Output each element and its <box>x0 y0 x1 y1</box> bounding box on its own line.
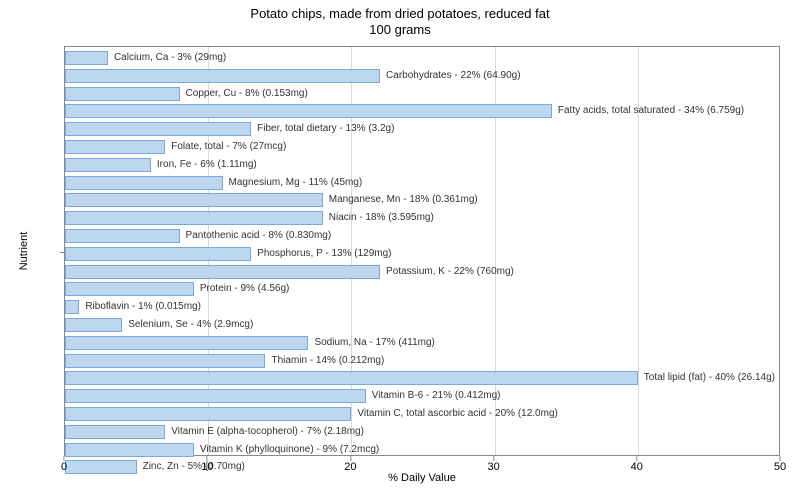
nutrient-bar-label: Carbohydrates - 22% (64.90g) <box>386 70 521 81</box>
nutrient-bar <box>65 318 122 332</box>
nutrient-bar <box>65 300 79 314</box>
nutrient-bar-label: Folate, total - 7% (27mcg) <box>171 141 286 152</box>
nutrient-bar-label: Calcium, Ca - 3% (29mg) <box>114 52 226 63</box>
nutrient-bar <box>65 354 265 368</box>
nutrient-bar-label: Magnesium, Mg - 11% (45mg) <box>229 177 363 188</box>
nutrient-bar-label: Niacin - 18% (3.595mg) <box>329 212 434 223</box>
x-tick-label: 30 <box>487 461 499 473</box>
chart-title-line2: 100 grams <box>0 22 800 38</box>
nutrition-chart: Potato chips, made from dried potatoes, … <box>0 0 800 500</box>
nutrient-bar <box>65 425 165 439</box>
nutrient-bar <box>65 69 380 83</box>
plot-area: Calcium, Ca - 3% (29mg) Carbohydrates - 2… <box>64 46 780 456</box>
nutrient-bar-label: Fatty acids, total saturated - 34% (6.75… <box>558 105 744 116</box>
nutrient-bar <box>65 211 323 225</box>
x-tick-label: 50 <box>774 461 786 473</box>
nutrient-bar <box>65 389 366 403</box>
nutrient-bar <box>65 87 180 101</box>
nutrient-bar <box>65 460 137 474</box>
nutrient-bar-label: Vitamin C, total ascorbic acid - 20% (12… <box>357 408 557 419</box>
nutrient-bar <box>65 443 194 457</box>
nutrient-bar <box>65 229 180 243</box>
x-tick: 50 <box>774 461 786 473</box>
x-tick-label: 20 <box>344 461 356 473</box>
x-tick: 30 <box>487 461 499 473</box>
x-axis-label: % Daily Value <box>388 472 456 484</box>
nutrient-bar <box>65 122 251 136</box>
nutrient-bar-label: Phosphorus, P - 13% (129mg) <box>257 248 391 259</box>
x-tick: 40 <box>631 461 643 473</box>
nutrient-bar <box>65 51 108 65</box>
gridline <box>638 47 639 455</box>
nutrient-bar-label: Vitamin B-6 - 21% (0.412mg) <box>372 390 501 401</box>
nutrient-bar-label: Sodium, Na - 17% (411mg) <box>314 337 434 348</box>
nutrient-bar-label: Selenium, Se - 4% (2.9mcg) <box>128 319 253 330</box>
nutrient-bar <box>65 371 638 385</box>
x-tick-label: 40 <box>631 461 643 473</box>
nutrient-bar-label: Vitamin E (alpha-tocopherol) - 7% (2.18m… <box>171 426 364 437</box>
nutrient-bar-label: Copper, Cu - 8% (0.153mg) <box>186 88 308 99</box>
nutrient-bar-label: Thiamin - 14% (0.212mg) <box>271 355 384 366</box>
nutrient-bar-label: Zinc, Zn - 5% (0.70mg) <box>143 461 245 472</box>
nutrient-bar <box>65 407 351 421</box>
nutrient-bar <box>65 193 323 207</box>
nutrient-bar-label: Total lipid (fat) - 40% (26.14g) <box>644 372 775 383</box>
nutrient-bar <box>65 158 151 172</box>
nutrient-bar-label: Riboflavin - 1% (0.015mg) <box>85 301 201 312</box>
nutrient-bar <box>65 265 380 279</box>
x-tick-label: 0 <box>61 461 67 473</box>
x-tick: 10 <box>201 461 213 473</box>
nutrient-bar <box>65 336 308 350</box>
chart-title-line1: Potato chips, made from dried potatoes, … <box>0 6 800 22</box>
nutrient-bar-label: Iron, Fe - 6% (1.11mg) <box>157 159 257 170</box>
nutrient-bar-label: Fiber, total dietary - 13% (3.2g) <box>257 123 394 134</box>
nutrient-bar <box>65 104 552 118</box>
x-tick: 20 <box>344 461 356 473</box>
chart-title: Potato chips, made from dried potatoes, … <box>0 0 800 39</box>
nutrient-bar <box>65 140 165 154</box>
y-axis-label: Nutrient <box>18 232 30 271</box>
x-tick: 0 <box>61 461 67 473</box>
nutrient-bar-label: Protein - 9% (4.56g) <box>200 283 290 294</box>
nutrient-bar <box>65 247 251 261</box>
x-tick-label: 10 <box>201 461 213 473</box>
nutrient-bar <box>65 282 194 296</box>
nutrient-bar <box>65 176 223 190</box>
